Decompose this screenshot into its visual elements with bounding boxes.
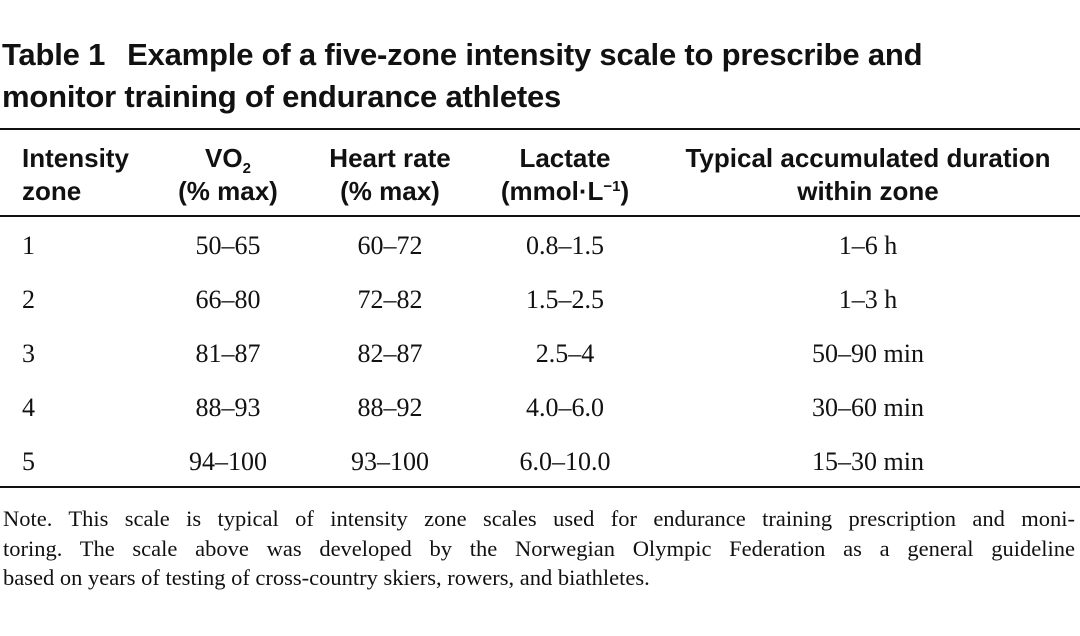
cell-lactate: 6.0–10.0 xyxy=(519,447,611,476)
header-intensity-zone: Intensity zone xyxy=(22,143,129,206)
top-rule xyxy=(0,128,1080,130)
cell-lactate: 1.5–2.5 xyxy=(526,285,604,314)
cell-lactate: 0.8–1.5 xyxy=(526,231,604,260)
cell-zone: 5 xyxy=(22,447,35,476)
table-title: Table 1 Example of a five-zone intensity … xyxy=(2,34,1072,118)
note-line-3: based on years of testing of cross-count… xyxy=(3,565,650,590)
cell-heart-rate: 72–82 xyxy=(357,285,423,314)
cell-heart-rate: 60–72 xyxy=(357,231,423,260)
cell-vo2: 94–100 xyxy=(189,447,267,476)
cell-vo2: 50–65 xyxy=(195,231,261,260)
note-line-1: Note. This scale is typical of intensity… xyxy=(3,506,1075,531)
cell-duration: 1–3 h xyxy=(838,285,898,314)
header-rule xyxy=(0,215,1080,217)
cell-duration: 1–6 h xyxy=(838,231,898,260)
cell-heart-rate: 93–100 xyxy=(351,447,429,476)
cell-heart-rate: 88–92 xyxy=(357,393,423,422)
bottom-rule xyxy=(0,486,1080,488)
cell-duration: 50–90 min xyxy=(812,339,924,368)
title-line-2: monitor training of endurance athletes xyxy=(2,79,562,114)
cell-vo2: 81–87 xyxy=(195,339,261,368)
title-line-1: Example of a five-zone intensity scale t… xyxy=(127,37,923,72)
cell-lactate: 4.0–6.0 xyxy=(526,393,604,422)
cell-vo2: 88–93 xyxy=(195,393,261,422)
table-label: Table 1 xyxy=(2,37,106,72)
header-vo2: VO2 (% max) xyxy=(178,143,278,206)
cell-vo2: 66–80 xyxy=(195,285,261,314)
cell-duration: 15–30 min xyxy=(812,447,924,476)
cell-heart-rate: 82–87 xyxy=(357,339,423,368)
header-duration: Typical accumulated duration within zone xyxy=(685,143,1051,206)
table-note: Note. This scale is typical of intensity… xyxy=(3,504,1075,593)
cell-zone: 1 xyxy=(22,231,35,260)
header-heart-rate: Heart rate (% max) xyxy=(329,143,451,206)
cell-zone: 3 xyxy=(22,339,35,368)
header-lactate: Lactate (mmol·L−1) xyxy=(500,143,630,206)
cell-zone: 4 xyxy=(22,393,35,422)
cell-duration: 30–60 min xyxy=(812,393,924,422)
cell-lactate: 2.5–4 xyxy=(535,339,595,368)
cell-zone: 2 xyxy=(22,285,35,314)
note-line-2: toring. The scale above was developed by… xyxy=(3,535,1075,561)
